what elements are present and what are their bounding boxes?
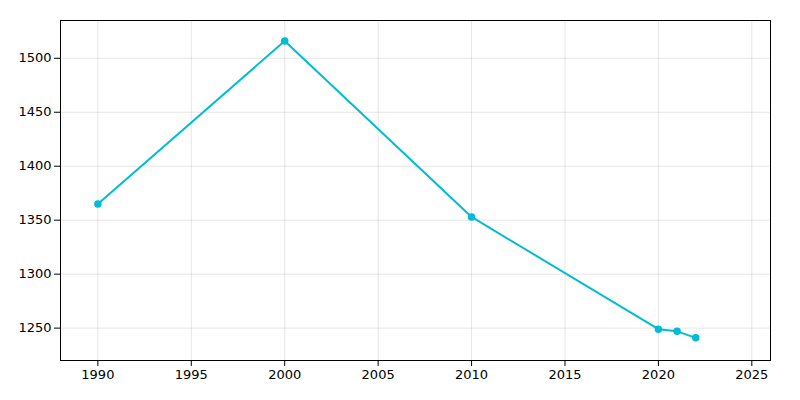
- svg-text:1990: 1990: [81, 367, 114, 382]
- svg-text:1250: 1250: [18, 320, 51, 335]
- svg-text:1400: 1400: [18, 158, 51, 173]
- svg-text:1450: 1450: [18, 104, 51, 119]
- svg-text:1995: 1995: [175, 367, 208, 382]
- svg-text:1500: 1500: [18, 50, 51, 65]
- svg-text:2005: 2005: [362, 367, 395, 382]
- svg-text:2020: 2020: [642, 367, 675, 382]
- svg-text:1350: 1350: [18, 212, 51, 227]
- svg-text:2000: 2000: [268, 367, 301, 382]
- svg-text:2025: 2025: [735, 367, 768, 382]
- svg-text:2015: 2015: [548, 367, 581, 382]
- svg-text:1300: 1300: [18, 266, 51, 281]
- svg-text:2010: 2010: [455, 367, 488, 382]
